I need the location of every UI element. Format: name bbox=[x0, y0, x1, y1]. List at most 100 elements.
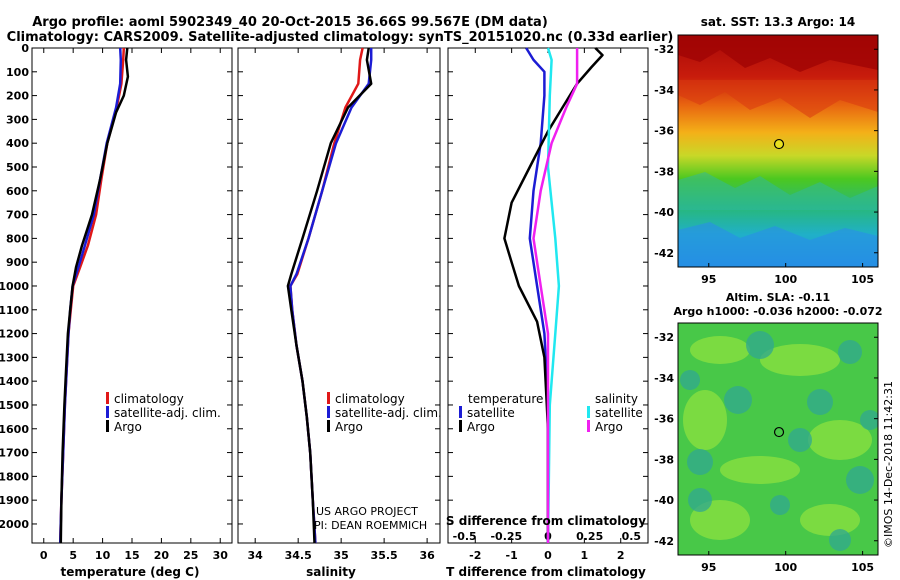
x-tick-label: 0 bbox=[40, 549, 48, 562]
legend-satellite: satellite-adj. clim. bbox=[335, 406, 442, 420]
series-line-salinity-satellite bbox=[546, 47, 561, 544]
series-line-argo bbox=[286, 47, 373, 544]
depth-tick-label: 1800 bbox=[0, 470, 29, 483]
x-tick-label: -1 bbox=[506, 549, 518, 562]
legend-swatch-s-satellite bbox=[587, 406, 590, 418]
salinity-legend: climatology satellite-adj. clim. Argo bbox=[327, 392, 442, 434]
depth-tick-label: 900 bbox=[6, 256, 29, 269]
temperature-legend: climatology satellite-adj. clim. Argo bbox=[106, 392, 221, 434]
map-lat-label: -40 bbox=[654, 206, 674, 219]
map-lon-label: 105 bbox=[851, 561, 874, 574]
legend-temperature-title: temperature bbox=[468, 392, 543, 406]
series-line-argo bbox=[59, 47, 130, 544]
series-line-temperature-satellite bbox=[525, 47, 550, 543]
map-lon-label: 95 bbox=[701, 561, 716, 574]
sst-map-frame bbox=[677, 34, 879, 268]
sst-map-title: sat. SST: 13.3 Argo: 14 bbox=[701, 15, 855, 29]
legend-s-satellite: satellite bbox=[595, 406, 643, 420]
x-tick-label: 34 bbox=[248, 549, 264, 562]
map-lat-label: -34 bbox=[654, 84, 674, 97]
salinity-plot-frame bbox=[237, 47, 441, 544]
series-line-satellite-adj-clim- bbox=[289, 48, 373, 544]
legend-salinity-title: salinity bbox=[595, 392, 638, 406]
map-lat-label: -42 bbox=[654, 535, 674, 548]
depth-tick-label: 500 bbox=[6, 161, 29, 174]
depth-tick-label: 1300 bbox=[0, 351, 29, 364]
imos-stamp: ©IMOS 14-Dec-2018 11:42:31 bbox=[882, 381, 895, 548]
map-lon-label: 100 bbox=[774, 273, 797, 286]
map-lat-label: -32 bbox=[654, 331, 674, 344]
difference-xlabel: T difference from climatology bbox=[446, 565, 646, 579]
legend-satellite: satellite-adj. clim. bbox=[114, 406, 221, 420]
s-tick-label: -0.25 bbox=[490, 530, 522, 543]
x-tick-label: 5 bbox=[69, 549, 77, 562]
legend-swatch-s-argo bbox=[587, 420, 590, 432]
depth-tick-label: 100 bbox=[6, 66, 29, 79]
difference-legend: temperature satellite Argo salinity sate… bbox=[459, 392, 643, 434]
legend-swatch-climatology bbox=[327, 392, 330, 404]
legend-argo: Argo bbox=[335, 420, 363, 434]
sla-map-axes: -32 -34 -36 -38 -40 -42 95 100 105 bbox=[654, 331, 878, 574]
depth-tick-label: 400 bbox=[6, 137, 29, 150]
x-tick-label: 2 bbox=[617, 549, 625, 562]
series-line-climatology bbox=[289, 47, 364, 544]
legend-swatch-satellite bbox=[327, 406, 330, 418]
legend-swatch-argo bbox=[327, 420, 330, 432]
x-tick-label: 20 bbox=[154, 549, 170, 562]
title-line-1: Argo profile: aoml 5902349_40 20-Oct-201… bbox=[32, 15, 548, 30]
x-tick-label: 1 bbox=[581, 549, 589, 562]
map-lat-label: -42 bbox=[654, 247, 674, 260]
depth-tick-label: 200 bbox=[6, 90, 29, 103]
map-lon-label: 105 bbox=[851, 273, 874, 286]
depth-tick-label: 1900 bbox=[0, 494, 29, 507]
legend-swatch-climatology bbox=[106, 392, 109, 404]
depth-tick-label: 1100 bbox=[0, 304, 29, 317]
s-difference-label: S difference from climatology bbox=[446, 514, 646, 528]
legend-t-satellite: satellite bbox=[467, 406, 515, 420]
legend-t-argo: Argo bbox=[467, 420, 495, 434]
map-lat-label: -40 bbox=[654, 494, 674, 507]
depth-tick-label: 1200 bbox=[0, 328, 29, 341]
depth-tick-label: 2000 bbox=[0, 518, 29, 531]
salinity-xlabel: salinity bbox=[306, 565, 356, 579]
legend-swatch-t-argo bbox=[459, 420, 462, 432]
map-lat-label: -36 bbox=[654, 413, 674, 426]
series-line-salinity-argo bbox=[532, 48, 579, 543]
x-tick-label: 30 bbox=[213, 549, 229, 562]
sla-map-image bbox=[678, 323, 878, 555]
x-tick-label: 35 bbox=[333, 549, 348, 562]
x-tick-label: -2 bbox=[469, 549, 481, 562]
project-label: US ARGO PROJECT bbox=[316, 505, 418, 518]
x-tick-label: 15 bbox=[124, 549, 139, 562]
depth-tick-label: 1600 bbox=[0, 423, 29, 436]
depth-axis: 0 100 200 300 400 500 600 700 800 900 1000 1100 1200… bbox=[0, 42, 648, 531]
depth-tick-label: 700 bbox=[6, 209, 29, 222]
map-lat-label: -36 bbox=[654, 125, 674, 138]
x-tick-label: 0 bbox=[544, 549, 552, 562]
s-tick-label: -0.5 bbox=[453, 530, 477, 543]
float-location-marker bbox=[773, 138, 785, 150]
depth-tick-label: 1000 bbox=[0, 280, 29, 293]
legend-s-argo: Argo bbox=[595, 420, 623, 434]
map-lat-label: -34 bbox=[654, 372, 674, 385]
sla-map-frame bbox=[677, 322, 879, 556]
legend-swatch-argo bbox=[106, 420, 109, 432]
temperature-xlabel: temperature (deg C) bbox=[61, 565, 200, 579]
pi-label: PI: DEAN ROEMMICH bbox=[314, 519, 427, 532]
legend-argo: Argo bbox=[114, 420, 142, 434]
x-tick-label: 34.5 bbox=[285, 549, 312, 562]
map-lat-label: -38 bbox=[654, 165, 674, 178]
depth-tick-label: 1400 bbox=[0, 375, 29, 388]
sst-map-axes: -32 -34 -36 -38 -40 -42 95 100 105 bbox=[654, 43, 878, 286]
depth-tick-label: 0 bbox=[21, 42, 29, 55]
x-tick-label: 10 bbox=[95, 549, 111, 562]
s-tick-label: 0.5 bbox=[622, 530, 642, 543]
sla-map-title-1: Altim. SLA: -0.11 bbox=[726, 291, 830, 304]
s-tick-label: 0.25 bbox=[576, 530, 603, 543]
map-lon-label: 95 bbox=[701, 273, 716, 286]
depth-tick-label: 1700 bbox=[0, 447, 29, 460]
x-tick-label: 36 bbox=[419, 549, 435, 562]
map-lon-label: 100 bbox=[774, 561, 797, 574]
